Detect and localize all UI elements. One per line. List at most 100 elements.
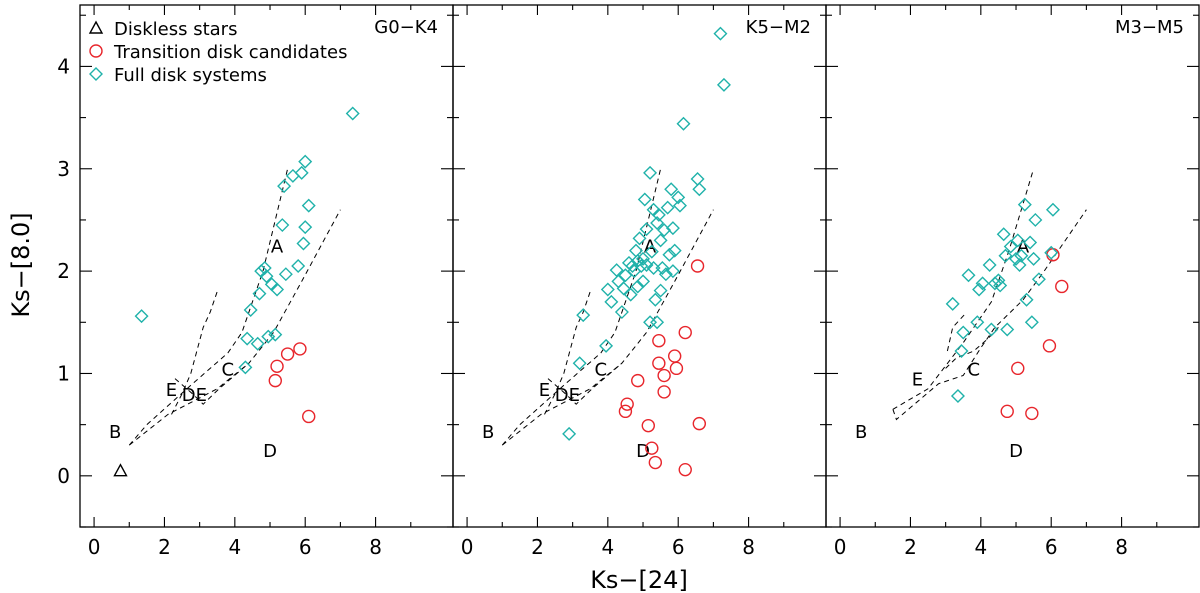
- full-disk-point: [671, 190, 686, 205]
- full-disk-point: [996, 227, 1011, 242]
- full-disk-point: [632, 231, 647, 246]
- full-disk-point: [665, 264, 680, 279]
- full-disk-point: [991, 273, 1006, 288]
- full-disk-point: [665, 221, 680, 236]
- y-axis-label: Ks−[8.0]: [7, 212, 35, 317]
- full-disk-point: [301, 198, 316, 213]
- full-disk-point: [576, 308, 591, 323]
- legend-entry-diskless: Diskless stars: [88, 19, 237, 40]
- transition-disk-point: [280, 347, 295, 361]
- full-disk-point: [653, 283, 668, 298]
- full-disk-point: [637, 192, 652, 207]
- full-disk-point: [1003, 239, 1018, 254]
- full-disk-point: [1012, 257, 1027, 272]
- full-disk-point: [651, 207, 666, 222]
- y-tick-label: 0: [57, 464, 70, 488]
- y-tick-label: 4: [57, 54, 70, 78]
- full-disk-point: [250, 336, 265, 351]
- full-disk-point: [1044, 245, 1059, 260]
- transition-disk-point: [657, 385, 671, 399]
- transition-disk-point: [645, 441, 659, 455]
- region-boundary-line: [892, 209, 1087, 421]
- full-disk-point: [982, 257, 997, 272]
- full-disk-point: [961, 268, 976, 283]
- x-tick-label: 2: [531, 535, 544, 559]
- full-disk-point: [950, 388, 965, 403]
- full-disk-point: [278, 267, 293, 282]
- full-disk-point: [291, 259, 306, 273]
- full-disk-point: [134, 309, 149, 324]
- x-tick-label: 8: [742, 535, 755, 559]
- x-tick-label: 2: [904, 535, 917, 559]
- legend-circle-marker: [89, 44, 103, 58]
- full-disk-point: [657, 223, 672, 238]
- transition-disk-point: [268, 373, 282, 388]
- region-label: A: [271, 237, 284, 258]
- full-disk-point: [945, 296, 960, 311]
- full-disk-point: [676, 116, 691, 131]
- legend: Diskless stars Transition disk candidate…: [88, 19, 347, 86]
- full-disk-point: [643, 165, 658, 180]
- transition-disk-point: [678, 325, 692, 340]
- transition-disk-point: [692, 416, 707, 431]
- transition-disk-point: [293, 342, 307, 356]
- panel-title: K5−M2: [746, 17, 811, 38]
- full-disk-point: [690, 172, 705, 186]
- full-disk-point: [636, 251, 651, 266]
- region-label: E: [912, 370, 923, 391]
- legend-triangle-marker: [88, 20, 104, 34]
- y-tick-label: 2: [57, 259, 70, 283]
- x-tick-label: 4: [601, 535, 614, 559]
- region-boundary-line: [547, 362, 623, 405]
- legend-label-diskless: Diskless stars: [114, 19, 237, 40]
- full-disk-point: [630, 253, 645, 268]
- transition-disk-point: [648, 455, 663, 470]
- full-disk-point: [1023, 235, 1038, 250]
- region-label: B: [855, 422, 867, 443]
- panel-title: G0−K4: [374, 17, 438, 38]
- region-label: C: [222, 359, 235, 380]
- x-tick-label: 0: [461, 535, 474, 559]
- transition-disk-point: [1042, 339, 1057, 353]
- panel-3: 0 2 4 6 8 A B C D E M3−M5: [825, 4, 1200, 559]
- full-disk-point: [1014, 248, 1029, 263]
- transition-disk-point: [678, 462, 692, 477]
- transition-disk-point: [620, 397, 634, 411]
- full-disk-point: [650, 216, 665, 231]
- full-disk-point: [1019, 292, 1034, 307]
- diskless-star-point: [113, 463, 128, 477]
- full-disk-point: [257, 261, 272, 276]
- transition-disk-point: [652, 356, 666, 370]
- full-disk-point: [658, 267, 673, 282]
- panel-frame: [825, 4, 1200, 528]
- full-disk-point: [660, 200, 675, 215]
- region-boundary-line: [892, 168, 1035, 410]
- full-disk-point: [600, 282, 615, 297]
- x-axis-label: Ks−[24]: [590, 566, 688, 593]
- full-disk-point: [630, 279, 645, 294]
- full-disk-point: [984, 322, 999, 337]
- full-disk-point: [611, 274, 626, 289]
- region-label: B: [109, 422, 121, 443]
- full-disk-point: [261, 329, 276, 344]
- transition-disk-point: [1055, 279, 1069, 294]
- full-disk-point: [1026, 251, 1041, 266]
- full-disk-point: [252, 286, 267, 301]
- region-label: D: [1009, 441, 1023, 462]
- full-disk-point: [650, 315, 665, 330]
- region-label: A: [1017, 237, 1030, 258]
- full-disk-point: [956, 325, 971, 340]
- full-disk-point: [1017, 197, 1032, 212]
- transition-disk-point: [652, 334, 666, 348]
- full-disk-point: [599, 338, 614, 353]
- full-disk-point: [298, 154, 313, 169]
- x-tick-label: 0: [88, 535, 101, 559]
- full-disk-point: [639, 222, 654, 237]
- full-disk-point: [713, 26, 728, 41]
- full-disk-point: [634, 259, 649, 273]
- full-disk-point: [243, 303, 258, 318]
- full-disk-point: [672, 198, 687, 213]
- full-disk-point: [1045, 202, 1060, 217]
